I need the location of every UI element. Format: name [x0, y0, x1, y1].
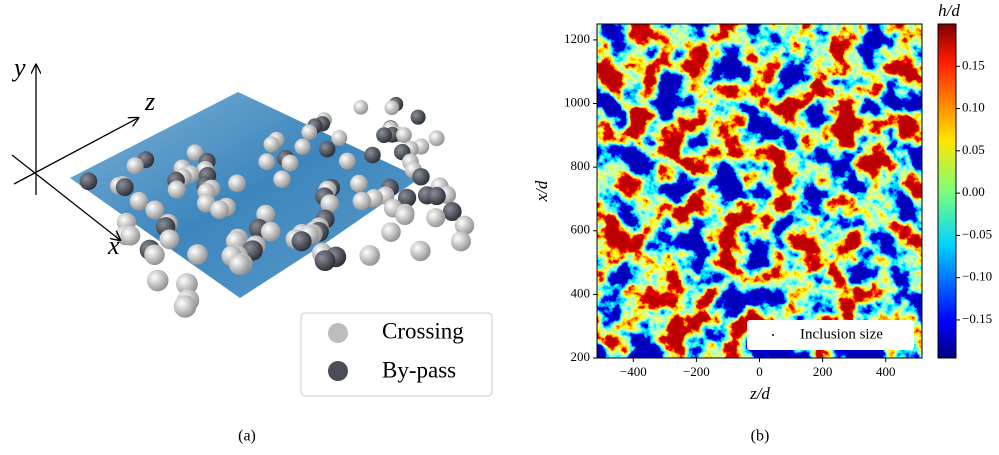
axis-label: x: [107, 231, 120, 260]
legend-label: Inclusion size: [800, 326, 883, 342]
y-tick-label: 800: [571, 158, 591, 173]
colorbar-tick-label: 0.15: [962, 57, 985, 72]
legend-box: [747, 320, 914, 350]
legend-box: [300, 312, 493, 397]
panel-b: Inclusion size z/d x/d h/d (b) −400 −200 0…: [532, 1, 992, 445]
sphere: [144, 244, 165, 266]
sphere: [229, 254, 251, 276]
sphere: [412, 168, 430, 186]
spheres: [79, 96, 475, 318]
colorbar-tick-label: 0.05: [962, 142, 985, 157]
colorbar-tick-label: −0.10: [962, 269, 992, 284]
colorbar-tick-label: −0.05: [962, 226, 992, 241]
y-tick-label: 1000: [564, 95, 590, 110]
x-axis-label: z/d: [749, 384, 770, 403]
sphere: [79, 172, 98, 191]
sphere: [210, 200, 230, 220]
sphere: [428, 130, 445, 147]
x-tick-label: −400: [620, 364, 647, 379]
colorbar-tick-label: 0.00: [962, 184, 985, 199]
sphere: [176, 273, 198, 295]
sphere: [397, 188, 417, 208]
sphere: [331, 129, 348, 146]
x-tick-label: 400: [876, 364, 896, 379]
sphere: [426, 208, 446, 228]
sphere: [395, 206, 415, 226]
caption: (b): [751, 428, 770, 445]
heatmap-field: [597, 24, 922, 358]
sphere: [410, 109, 426, 125]
sphere: [256, 204, 276, 224]
y-tick-label: 1200: [564, 31, 590, 46]
sphere: [396, 127, 412, 143]
sphere: [381, 222, 401, 242]
sphere: [126, 157, 144, 175]
y-axis-label: x/d: [532, 180, 551, 202]
sphere: [319, 141, 336, 158]
sphere: [228, 174, 246, 193]
sphere: [410, 240, 431, 262]
coordinate-axes: [11, 65, 138, 240]
panel-a: y z x Crossing By-pass (a): [11, 53, 493, 445]
sphere: [167, 180, 186, 199]
colorbar-label: h/d: [938, 1, 960, 20]
legend-marker: [328, 323, 348, 343]
sphere: [442, 202, 462, 222]
legend-marker: [328, 361, 348, 381]
axis-label: y: [11, 53, 26, 82]
sphere: [263, 136, 280, 153]
legend-label: Crossing: [382, 318, 464, 343]
sphere: [281, 154, 299, 172]
sphere: [301, 124, 318, 141]
sphere: [450, 231, 471, 252]
sphere: [320, 194, 339, 213]
y-tick-label: 600: [571, 222, 591, 237]
sphere: [338, 152, 356, 170]
sphere: [454, 215, 475, 236]
x-tick-label: 200: [813, 364, 833, 379]
sphere: [359, 245, 381, 266]
sphere: [115, 178, 134, 197]
caption: (a): [238, 428, 256, 445]
x-tick-label: −200: [683, 364, 710, 379]
sphere: [258, 153, 276, 171]
sphere: [186, 144, 204, 161]
sphere: [273, 170, 291, 189]
legend-marker: [772, 334, 774, 336]
sphere: [187, 244, 208, 265]
sphere: [384, 100, 400, 116]
sphere: [427, 186, 446, 206]
sphere: [120, 225, 141, 246]
colorbar-tick-label: −0.15: [962, 311, 992, 326]
sphere: [145, 200, 165, 220]
sphere: [376, 127, 392, 144]
y-tick-label: 200: [571, 349, 591, 364]
sphere: [314, 250, 336, 272]
sphere: [364, 146, 381, 164]
y-tick-label: 400: [571, 285, 591, 300]
sphere: [294, 138, 311, 155]
colorbar-tick-label: 0.10: [962, 100, 985, 115]
x-tick-label: 0: [756, 364, 763, 379]
sphere: [146, 269, 169, 292]
sphere: [352, 191, 372, 211]
colorbar: [937, 23, 957, 359]
sphere: [353, 99, 369, 115]
legend-label: By-pass: [382, 357, 456, 382]
sphere: [159, 229, 180, 250]
sphere: [291, 231, 312, 252]
axis-label: z: [144, 87, 155, 116]
sphere: [129, 191, 149, 211]
sphere: [350, 174, 368, 193]
sphere: [173, 295, 197, 318]
sphere: [260, 221, 281, 242]
